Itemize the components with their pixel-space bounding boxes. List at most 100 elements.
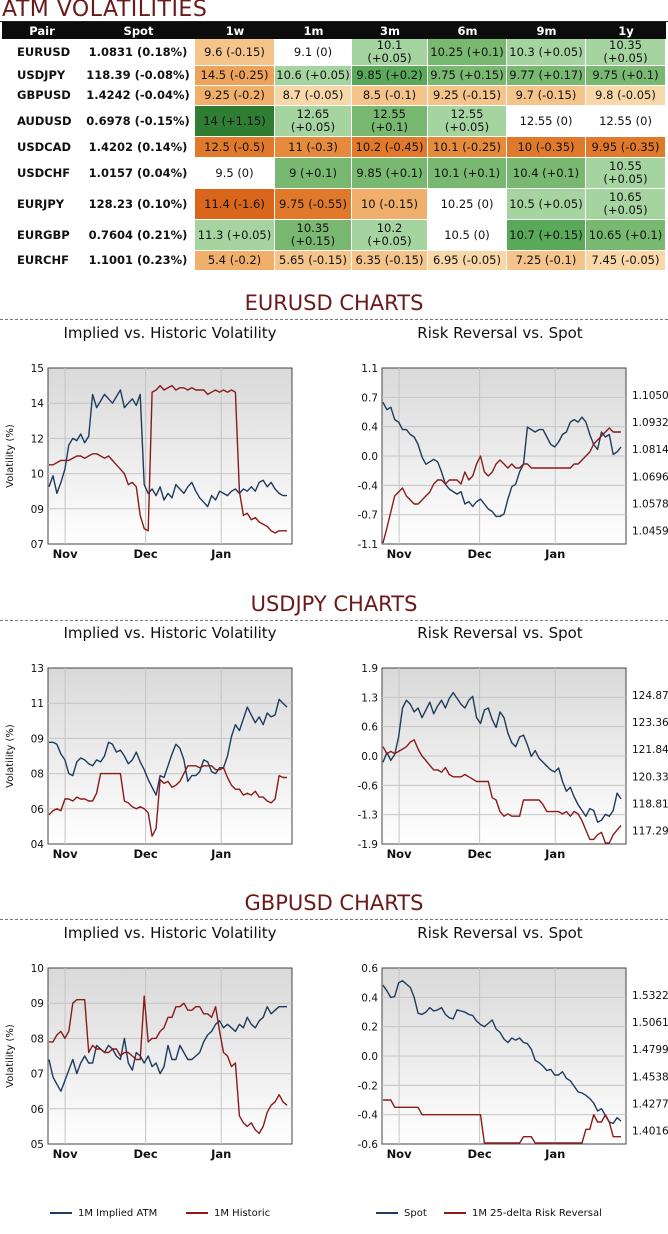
legend-label: Spot: [404, 1208, 427, 1219]
section-title-gbpusd: GBPUSD CHARTS: [244, 891, 424, 915]
table-header-row: Pair Spot 1w 1m 3m 6m 9m 1y: [2, 22, 666, 39]
y-tick-label: 06: [31, 1104, 45, 1116]
vol-cell: 10.4 (+0.1): [507, 158, 586, 189]
pair-cell: USDCHF: [2, 158, 82, 189]
y-tick-label: 09: [31, 733, 44, 745]
y-tick-label: 08: [31, 769, 44, 781]
plot-area: [47, 667, 293, 845]
vol-cell: 9 (+0.1): [275, 158, 352, 189]
y-tick-label: -0.7: [358, 510, 379, 522]
y-tick-label: 0.2: [361, 1022, 378, 1034]
y-axis-label: Volatility (%): [5, 724, 16, 788]
title-divider: [0, 21, 668, 22]
y-tick-label: -1.3: [358, 810, 379, 822]
legend-label: 1M Implied ATM: [78, 1208, 158, 1219]
y-tick-label: 0.0: [361, 751, 378, 763]
x-tick-label: Nov: [53, 847, 79, 861]
y-tick-label: -0.4: [358, 480, 379, 492]
x-tick-label: Dec: [468, 547, 492, 561]
vol-cell: 10.5 (+0.05): [507, 189, 586, 220]
y-tick-label: -0.4: [358, 1110, 379, 1122]
usdjpy-vol-chart: 04 06 08 09 11 13 Nov Dec Jan Volatility (%): [5, 663, 293, 861]
x-tick-label: Nov: [387, 1147, 413, 1161]
chart-title: Implied vs. Historic Volatility: [63, 624, 277, 642]
legend-right: Spot 1M 25-delta Risk Reversal: [334, 1208, 668, 1228]
vol-cell: 10.65 (+0.1): [586, 220, 666, 251]
x-tick-label: Dec: [134, 847, 158, 861]
pair-cell: USDCAD: [2, 137, 82, 158]
vol-cell: 5.4 (-0.2): [195, 251, 275, 271]
1m-25-delta-risk-reversal-series-line: [382, 427, 621, 544]
y-tick-label: 1.1: [361, 363, 378, 375]
1m-25-delta-risk-reversal-series-line: [382, 739, 622, 844]
y-tick-label: 09: [31, 504, 44, 516]
pair-cell: EURJPY: [2, 189, 82, 220]
y-axis-label: Volatility (%): [5, 424, 16, 488]
column-header-9m: 9m: [507, 22, 586, 39]
y-tick-label: 10: [31, 469, 44, 481]
vol-cell: 9.5 (0): [195, 158, 275, 189]
x-tick-label: Nov: [387, 547, 413, 561]
pair-cell: AUDUSD: [2, 106, 82, 137]
y-tick-label: 10: [31, 963, 44, 975]
vol-cell: 10.5 (0): [428, 220, 507, 251]
y-tick-label: 06: [31, 804, 45, 816]
legend-line-icon: [50, 1212, 72, 1214]
pair-cell: EURCHF: [2, 251, 82, 271]
section-title-eurusd: EURUSD CHARTS: [244, 291, 424, 315]
table-row: GBPUSD 1.4242 (-0.04%) 9.25 (-0.2) 8.7 (-0.…: [2, 86, 666, 106]
vol-cell: 9.75 (-0.55): [275, 189, 352, 220]
1m-implied-atm-series-line: [48, 389, 287, 508]
y-tick-label: 14: [31, 398, 45, 410]
spot-cell: 1.0157 (0.04%): [82, 158, 195, 189]
y-tick-label: 0.4: [361, 422, 378, 434]
1m-implied-atm-series-line: [48, 1006, 287, 1092]
chart-title: Risk Reversal vs. Spot: [417, 624, 583, 642]
table-row: EURUSD 1.0831 (0.18%) 9.6 (-0.15) 9.1 (0) 10…: [2, 39, 666, 66]
x-tick-label: Nov: [53, 547, 79, 561]
y-tick-label: 08: [31, 1033, 44, 1045]
section-divider: [0, 919, 668, 920]
y-tick-label: 07: [31, 1069, 44, 1081]
y2-tick-label: 1.0696: [632, 471, 668, 483]
y2-tick-label: 1.4799: [632, 1044, 668, 1056]
y2-tick-label: 1.4016: [632, 1125, 668, 1137]
chart-title: Implied vs. Historic Volatility: [63, 324, 277, 342]
chart-title: Risk Reversal vs. Spot: [417, 324, 583, 342]
vol-cell: 12.55 (0): [586, 106, 666, 137]
1m-historic-series-line: [49, 384, 287, 534]
vol-cell: 9.6 (-0.15): [195, 39, 275, 66]
vol-cell: 9.25 (-0.15): [428, 86, 507, 106]
vol-cell: 10.65 (+0.05): [586, 189, 666, 220]
legend-item-historic: 1M Historic: [186, 1208, 270, 1219]
vol-cell: 10.2 (-0.45): [352, 137, 428, 158]
gbpusd-vol-chart: 05 06 07 08 09 10 Nov Dec Jan Volatility (%): [5, 963, 293, 1161]
legend-item-rr: 1M 25-delta Risk Reversal: [444, 1208, 602, 1219]
spot-cell: 128.23 (0.10%): [82, 189, 195, 220]
spot-series-line: [382, 691, 622, 823]
y2-tick-label: 123.36: [632, 717, 668, 729]
y-tick-label: 0.7: [361, 392, 378, 404]
atm-volatility-table: Pair Spot 1w 1m 3m 6m 9m 1y EURUSD 1.0831 (0.18%…: [2, 22, 666, 271]
vol-cell: 10.7 (+0.15): [507, 220, 586, 251]
y-tick-label: 0.0: [361, 1051, 378, 1063]
chart-title: Implied vs. Historic Volatility: [63, 924, 277, 942]
y-tick-label: -0.2: [358, 1080, 379, 1092]
legend-label: 1M 25-delta Risk Reversal: [472, 1208, 602, 1219]
spot-cell: 0.6978 (-0.15%): [82, 106, 195, 137]
column-header-1w: 1w: [195, 22, 275, 39]
spot-series-line: [382, 980, 622, 1125]
1m-implied-atm-series-line: [49, 698, 288, 796]
vol-cell: 6.35 (-0.15): [352, 251, 428, 271]
gbpusd-rr-chart: -0.6 -0.4 -0.2 0.0 0.2 0.4 0.6 1.4016 1.4277 1.45…: [358, 963, 668, 1161]
vol-cell: 7.45 (-0.05): [586, 251, 666, 271]
legend-line-icon: [376, 1212, 398, 1214]
legend-line-icon: [444, 1212, 466, 1214]
y2-tick-label: 1.4538: [632, 1071, 668, 1083]
y2-tick-label: 1.0814: [632, 444, 668, 456]
vol-cell: 10.35 (+0.05): [586, 39, 666, 66]
column-header-6m: 6m: [428, 22, 507, 39]
vol-cell: 12.55 (+0.1): [352, 106, 428, 137]
x-tick-label: Nov: [387, 847, 413, 861]
x-tick-label: Jan: [544, 1147, 565, 1161]
